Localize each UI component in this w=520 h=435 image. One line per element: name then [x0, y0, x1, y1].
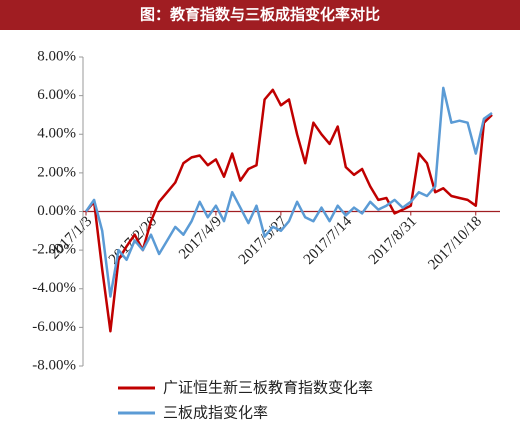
title-bar — [0, 0, 520, 30]
y-tick-label: 4.00% — [37, 126, 76, 142]
y-tick-label: -2.00% — [32, 242, 76, 258]
legend-label: 广证恒生新三板教育指数变化率 — [163, 379, 373, 397]
y-tick-label: 6.00% — [37, 87, 76, 103]
chart-title: 图：教育指数与三板成指变化率对比 — [140, 6, 380, 24]
y-tick-label: -6.00% — [32, 319, 76, 335]
series-line — [85, 88, 493, 333]
x-tick-label: 2017/10/18 — [425, 213, 485, 273]
x-tick-label: 2017/5/27 — [236, 213, 291, 268]
x-tick-label: 2017/8/31 — [366, 213, 420, 267]
x-tick-label: 2017/7/14 — [301, 213, 356, 268]
y-tick-label: 8.00% — [37, 48, 76, 64]
series-line — [84, 86, 493, 298]
y-tick-label: -4.00% — [32, 280, 76, 296]
y-tick-label: -8.00% — [32, 357, 76, 373]
y-tick-label: 2.00% — [37, 164, 76, 180]
legend-label: 三板成指变化率 — [163, 404, 268, 422]
y-tick-label: 0.00% — [37, 203, 76, 219]
x-tick-label: 2017/4/9 — [176, 213, 225, 262]
